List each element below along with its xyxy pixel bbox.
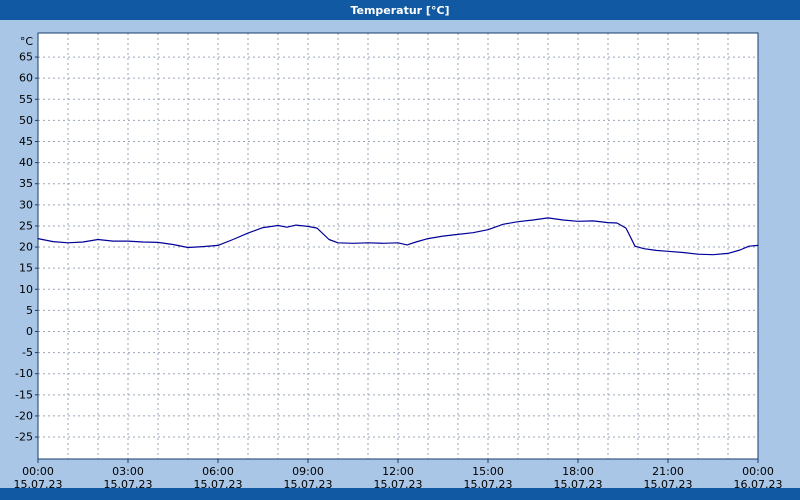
y-axis-label: -5 xyxy=(22,346,33,359)
y-axis-label: 5 xyxy=(26,304,33,317)
window-title-bar: Temperatur [°C] xyxy=(0,0,800,20)
x-axis-date-label: 15.07.23 xyxy=(104,478,153,488)
y-axis-label: 25 xyxy=(19,219,33,232)
y-axis-label: 45 xyxy=(19,135,33,148)
x-axis-date-label: 15.07.23 xyxy=(374,478,423,488)
y-axis-label: 50 xyxy=(19,114,33,127)
x-axis-time-label: 15:00 xyxy=(472,465,504,478)
bottom-bar xyxy=(0,488,800,500)
temperature-chart: 65605550454035302520151050-5-10-15-20-25… xyxy=(14,32,783,488)
y-axis-label: -20 xyxy=(15,409,33,422)
x-axis-time-label: 21:00 xyxy=(652,465,684,478)
y-axis-unit-label: °C xyxy=(20,35,34,48)
y-axis-label: 10 xyxy=(19,283,33,296)
temperature-line xyxy=(37,217,759,256)
x-axis-date-label: 15.07.23 xyxy=(14,478,63,488)
x-axis-time-label: 12:00 xyxy=(382,465,414,478)
x-axis-time-label: 18:00 xyxy=(562,465,594,478)
y-axis-label: -25 xyxy=(15,431,33,444)
x-axis-time-label: 00:00 xyxy=(22,465,54,478)
y-axis-label: -15 xyxy=(15,388,33,401)
x-axis-date-label: 15.07.23 xyxy=(554,478,603,488)
y-axis-label: 30 xyxy=(19,198,33,211)
y-axis-label: -10 xyxy=(15,367,33,380)
y-axis-label: 20 xyxy=(19,241,33,254)
y-axis-label: 55 xyxy=(19,93,33,106)
x-axis-time-label: 09:00 xyxy=(292,465,324,478)
y-axis-label: 40 xyxy=(19,156,33,169)
x-axis-time-label: 03:00 xyxy=(112,465,144,478)
x-axis-date-label: 16.07.23 xyxy=(734,478,783,488)
y-axis-label: 15 xyxy=(19,262,33,275)
y-axis-label: 35 xyxy=(19,177,33,190)
y-axis-label: 60 xyxy=(19,72,33,85)
x-axis-date-label: 15.07.23 xyxy=(644,478,693,488)
window-title: Temperatur [°C] xyxy=(350,3,450,17)
x-axis-date-label: 15.07.23 xyxy=(284,478,333,488)
y-axis-label: 0 xyxy=(26,325,33,338)
y-axis-label: 65 xyxy=(19,51,33,64)
x-axis-date-label: 15.07.23 xyxy=(194,478,243,488)
x-axis-date-label: 15.07.23 xyxy=(464,478,513,488)
x-axis-time-label: 00:00 xyxy=(742,465,774,478)
x-axis-time-label: 06:00 xyxy=(202,465,234,478)
